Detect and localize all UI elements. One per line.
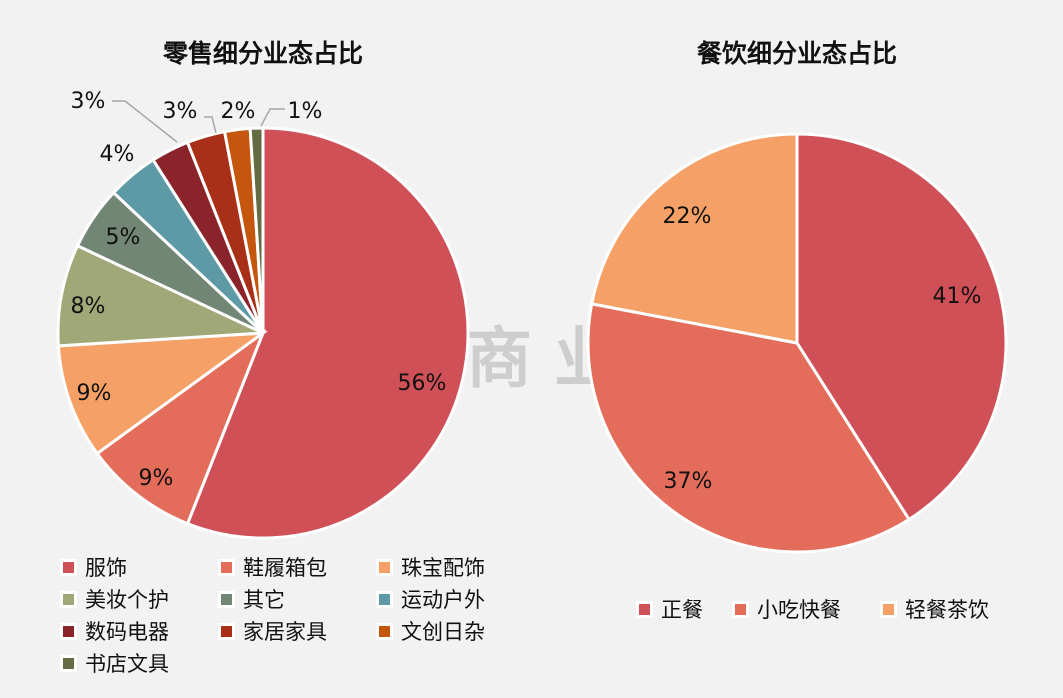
pie-slice-美妆个护 [56,243,264,348]
legend-label: 文创日杂 [401,620,485,644]
legend-swatch [732,600,749,618]
pie-slice-服饰 [185,126,470,540]
legend-item: 运动户外 [376,584,485,614]
legend-label: 其它 [243,588,285,612]
legend-item: 数码电器 [60,616,169,646]
data-label: 22% [663,204,712,229]
legend-swatch [376,622,393,640]
legend-swatch [376,558,393,576]
data-label: 3% [71,89,106,114]
legend-swatch [218,558,235,576]
legend-swatch [60,558,77,576]
leader-line [204,116,217,134]
legend-label: 正餐 [661,598,703,622]
legend-item: 家居家具 [218,616,327,646]
data-label: 41% [933,284,982,309]
legend-item: 正餐 [636,594,703,624]
pie-slice-轻餐茶饮 [589,132,799,345]
legend-swatch [218,622,235,640]
pie-slice-鞋履箱包 [95,328,267,526]
dining-chart-title: 餐饮细分业态占比 [696,39,897,68]
data-label: 9% [139,466,174,491]
data-label: 4% [100,142,135,167]
leader-line [112,100,178,143]
legend-label: 服饰 [85,556,127,580]
legend-label: 鞋履箱包 [243,556,327,580]
legend-swatch [376,590,393,608]
legend-label: 数码电器 [85,620,169,644]
legend-item: 书店文具 [60,648,169,678]
leader-line [260,108,285,127]
legend-swatch [60,622,77,640]
data-label: 1% [288,99,323,124]
legend-label: 家居家具 [243,620,327,644]
legend-swatch [218,590,235,608]
pie-slice-书店文具 [248,126,265,334]
legend-item: 珠宝配饰 [376,552,485,582]
legend-item: 鞋履箱包 [218,552,327,582]
legend-swatch [880,600,897,618]
legend-label: 小吃快餐 [757,598,841,622]
legend-label: 珠宝配饰 [401,556,485,580]
legend-item: 轻餐茶饮 [880,594,989,624]
data-label: 3% [163,99,198,124]
data-label: 2% [221,99,256,124]
legend-swatch [60,590,77,608]
legend-label: 美妆个护 [85,588,169,612]
data-label: 37% [664,469,713,494]
legend-label: 轻餐茶饮 [905,598,989,622]
legend-item: 服饰 [60,552,127,582]
pie-slice-小吃快餐 [586,302,912,554]
legend-swatch [636,600,653,618]
legend-label: 书店文具 [85,652,169,676]
legend-label: 运动户外 [401,588,485,612]
data-label: 8% [71,294,106,319]
retail-chart-title: 零售细分业态占比 [162,39,363,68]
data-label: 5% [106,225,141,250]
pie-slice-珠宝配饰 [56,331,269,456]
data-label: 56% [398,371,447,396]
legend-item: 文创日杂 [376,616,485,646]
legend-swatch [60,654,77,672]
data-label: 9% [77,381,112,406]
legend-item: 小吃快餐 [732,594,841,624]
legend-item: 其它 [218,584,285,614]
legend-item: 美妆个护 [60,584,169,614]
